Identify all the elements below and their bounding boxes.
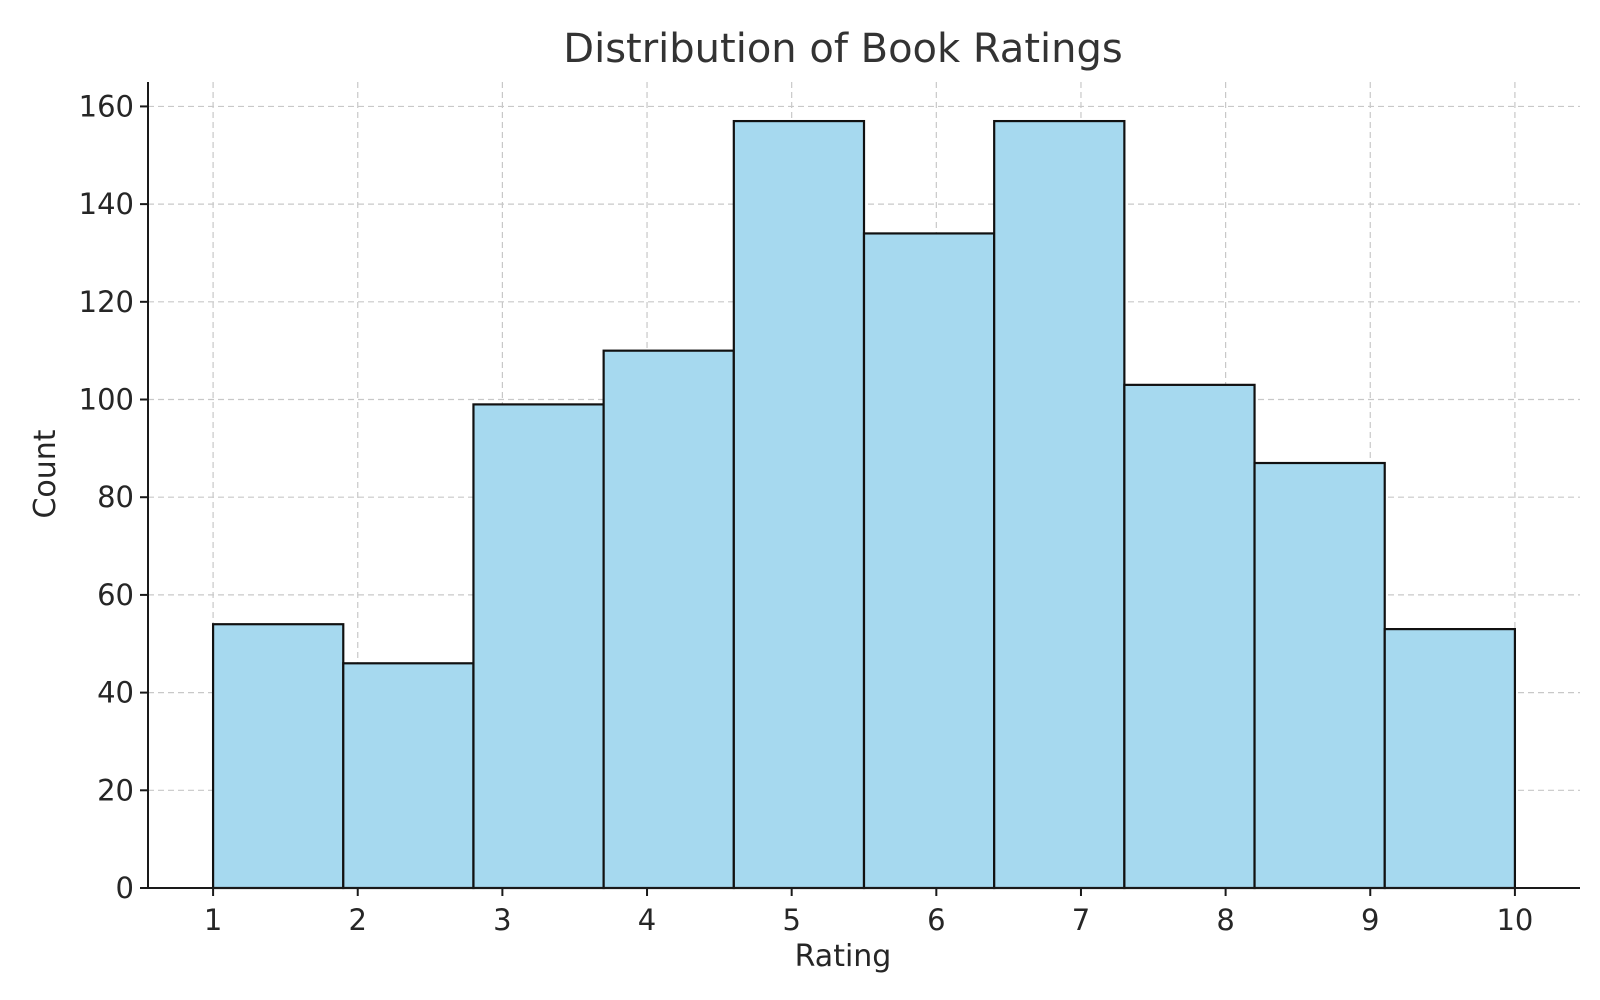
y-tick-label: 40 bbox=[97, 676, 134, 710]
x-axis-label: Rating bbox=[795, 939, 892, 974]
histogram-bar-4 bbox=[602, 349, 735, 890]
y-tick-label: 160 bbox=[79, 89, 134, 123]
x-tick-label: 10 bbox=[1496, 903, 1533, 937]
x-tick-label: 1 bbox=[204, 903, 222, 937]
histogram-bar-9 bbox=[1253, 461, 1386, 890]
x-tick-label: 4 bbox=[638, 903, 656, 937]
x-tick-label: 3 bbox=[493, 903, 511, 937]
x-tick-label: 9 bbox=[1361, 903, 1379, 937]
histogram-bar-3 bbox=[472, 403, 605, 890]
chart-title: Distribution of Book Ratings bbox=[563, 26, 1122, 72]
x-tick-label: 2 bbox=[349, 903, 367, 937]
histogram-bar-1 bbox=[211, 623, 345, 890]
histogram-bar-7 bbox=[993, 119, 1126, 890]
histogram-bar-2 bbox=[342, 662, 475, 890]
y-tick-label: 0 bbox=[116, 871, 134, 905]
y-tick-label: 20 bbox=[97, 773, 134, 807]
y-tick-label: 140 bbox=[79, 187, 134, 221]
axes-layer bbox=[147, 82, 1580, 889]
x-tick-label: 6 bbox=[927, 903, 945, 937]
y-tick-label: 100 bbox=[79, 383, 134, 417]
y-tick-label: 120 bbox=[79, 285, 134, 319]
x-tick-label: 8 bbox=[1216, 903, 1234, 937]
y-tick-label: 80 bbox=[97, 480, 134, 514]
histogram-bar-6 bbox=[862, 232, 996, 890]
y-axis-label: Count bbox=[28, 429, 63, 518]
y-tick-label: 60 bbox=[97, 578, 134, 612]
bars-layer bbox=[211, 119, 1517, 890]
x-tick-label: 5 bbox=[782, 903, 800, 937]
histogram-bar-10 bbox=[1383, 628, 1517, 890]
histogram-bar-8 bbox=[1123, 383, 1256, 890]
histogram-bar-5 bbox=[732, 119, 866, 890]
x-tick-label: 7 bbox=[1072, 903, 1090, 937]
